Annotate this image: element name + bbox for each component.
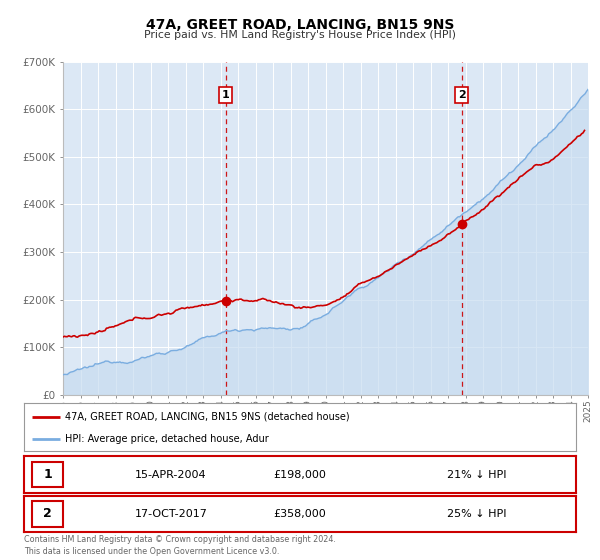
Text: This data is licensed under the Open Government Licence v3.0.: This data is licensed under the Open Gov… [24,547,280,556]
Text: £198,000: £198,000 [274,470,326,479]
Text: 1: 1 [221,90,229,100]
FancyBboxPatch shape [32,462,62,487]
Text: 47A, GREET ROAD, LANCING, BN15 9NS (detached house): 47A, GREET ROAD, LANCING, BN15 9NS (deta… [65,412,350,422]
Text: 2: 2 [43,507,52,520]
Text: 47A, GREET ROAD, LANCING, BN15 9NS: 47A, GREET ROAD, LANCING, BN15 9NS [146,18,454,32]
Text: 17-OCT-2017: 17-OCT-2017 [134,509,207,519]
Text: Contains HM Land Registry data © Crown copyright and database right 2024.: Contains HM Land Registry data © Crown c… [24,535,336,544]
FancyBboxPatch shape [32,501,62,526]
Text: 15-APR-2004: 15-APR-2004 [134,470,206,479]
Text: 1: 1 [43,468,52,481]
Text: HPI: Average price, detached house, Adur: HPI: Average price, detached house, Adur [65,434,269,444]
Text: £358,000: £358,000 [274,509,326,519]
Text: Price paid vs. HM Land Registry's House Price Index (HPI): Price paid vs. HM Land Registry's House … [144,30,456,40]
Text: 2: 2 [458,90,466,100]
Text: 21% ↓ HPI: 21% ↓ HPI [447,470,506,479]
Text: 25% ↓ HPI: 25% ↓ HPI [447,509,506,519]
